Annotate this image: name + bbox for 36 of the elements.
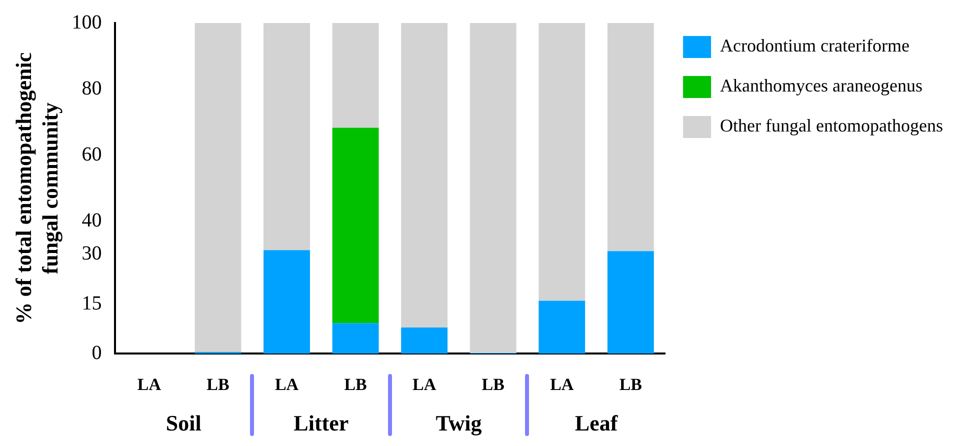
bar — [332, 323, 379, 354]
bar — [470, 23, 516, 353]
x-tick-label: LB — [482, 375, 504, 394]
y-tick-label: 30 — [82, 242, 102, 265]
bar — [538, 23, 586, 301]
x-tick-label: LA — [412, 375, 437, 394]
bar — [264, 250, 310, 354]
bar — [332, 23, 379, 128]
text: Litter — [294, 410, 349, 436]
x-tick-label: LB — [619, 375, 642, 394]
y-tick-label: 15 — [82, 292, 102, 314]
legend-label: Akanthomyces araneogenus — [720, 76, 922, 96]
bar — [607, 251, 654, 354]
y-tick-label: 100 — [72, 11, 102, 34]
x-tick-label: LA — [137, 375, 162, 394]
y-tick-label: 60 — [82, 143, 102, 166]
y-tick-label: 0 — [92, 342, 102, 364]
legend-label: Other fungal entomopathogens — [720, 116, 944, 136]
x-tick-label: LB — [344, 375, 367, 394]
text: Soil — [166, 410, 202, 436]
x-tick-label: LA — [274, 375, 300, 394]
bar — [264, 23, 310, 250]
x-tick-label: LA — [550, 375, 574, 394]
bar — [401, 23, 448, 328]
text: Twig — [436, 410, 482, 436]
bar — [332, 128, 379, 324]
text: Leaf — [574, 410, 618, 436]
bar — [401, 327, 448, 354]
y-tick-label: 40 — [82, 210, 102, 232]
bar — [194, 23, 242, 352]
legend-label: Acrodontium crateriforme — [720, 36, 910, 56]
y-axis-title: % of total entomopathogenic fungal community — [10, 52, 62, 324]
y-tick-label: 80 — [82, 77, 102, 100]
bar — [607, 23, 654, 252]
x-tick-label: LB — [206, 375, 230, 394]
bar — [538, 300, 586, 354]
